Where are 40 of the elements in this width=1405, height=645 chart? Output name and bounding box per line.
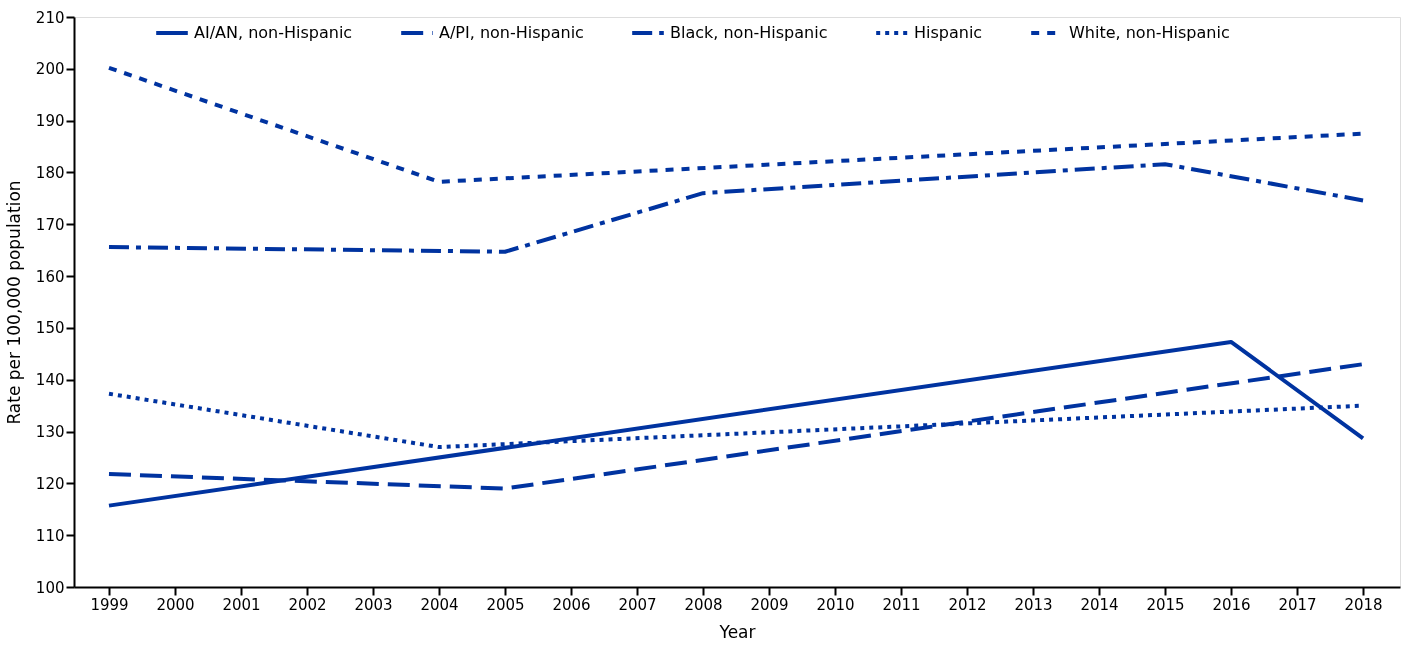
y-tick-label: 140 bbox=[35, 371, 65, 390]
y-tick-label: 110 bbox=[35, 526, 65, 545]
y-tick-label: 130 bbox=[35, 423, 65, 442]
legend-label: AI/AN, non-Hispanic bbox=[194, 23, 353, 42]
x-axis-title: Year bbox=[718, 621, 756, 642]
y-tick-label: 160 bbox=[35, 267, 65, 286]
y-tick-label: 120 bbox=[35, 474, 65, 493]
x-tick-label: 2018 bbox=[1344, 595, 1383, 614]
x-tick-label: 2013 bbox=[1014, 595, 1053, 614]
y-tick-label: 190 bbox=[35, 112, 65, 131]
legend-label: Black, non-Hispanic bbox=[670, 23, 828, 42]
x-tick-label: 2006 bbox=[552, 595, 591, 614]
y-tick-label: 200 bbox=[35, 60, 65, 79]
line-series bbox=[106, 162, 1366, 254]
x-tick-label: 2005 bbox=[486, 595, 525, 614]
legend-label: White, non-Hispanic bbox=[1069, 23, 1230, 42]
x-tick-label: 2007 bbox=[618, 595, 657, 614]
x-tick-label: 2015 bbox=[1146, 595, 1185, 614]
legend-label: A/PI, non-Hispanic bbox=[439, 23, 584, 42]
y-tick-label: 180 bbox=[35, 163, 65, 182]
x-tick-label: 2010 bbox=[816, 595, 855, 614]
x-tick-label: 2011 bbox=[882, 595, 921, 614]
x-tick-label: 2004 bbox=[420, 595, 459, 614]
x-tick-label: 2000 bbox=[156, 595, 195, 614]
x-tick-label: 2001 bbox=[222, 595, 261, 614]
x-tick-label: 2002 bbox=[288, 595, 327, 614]
x-tick-label: 2017 bbox=[1278, 595, 1317, 614]
y-tick-label: 100 bbox=[35, 578, 65, 597]
x-tick-label: 2012 bbox=[948, 595, 987, 614]
x-tick-label: 1999 bbox=[90, 595, 129, 614]
y-tick-label: 150 bbox=[35, 319, 65, 338]
x-tick-label: 2009 bbox=[750, 595, 789, 614]
x-tick-label: 2008 bbox=[684, 595, 723, 614]
x-tick-label: 2003 bbox=[354, 595, 393, 614]
x-tick-label: 2016 bbox=[1212, 595, 1251, 614]
x-tick-label: 2014 bbox=[1080, 595, 1119, 614]
y-axis-title: Rate per 100,000 population bbox=[3, 180, 24, 425]
y-tick-label: 210 bbox=[35, 8, 65, 27]
legend-label: Hispanic bbox=[914, 23, 983, 42]
y-tick-label: 170 bbox=[35, 215, 65, 234]
